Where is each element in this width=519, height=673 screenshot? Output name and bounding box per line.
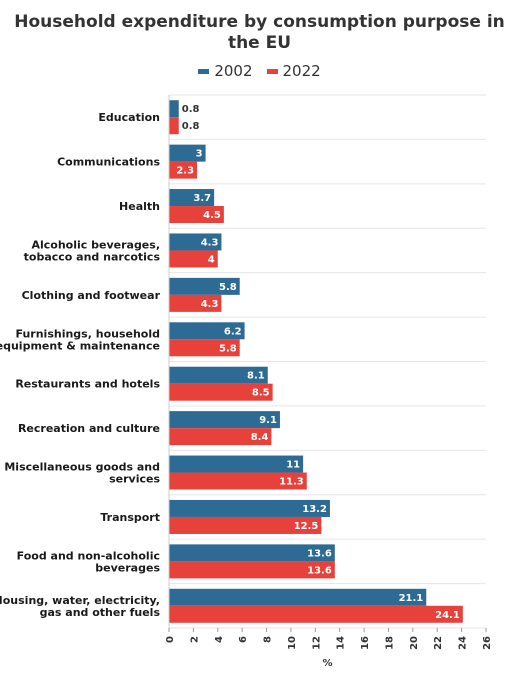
bar-2002 [169,189,215,207]
category-label: Health [119,200,160,213]
data-label-2022: 24.1 [435,610,460,621]
bar-2002 [169,144,206,162]
data-label-2002: 13.2 [302,504,327,515]
category-label: Education [98,111,160,124]
data-label-2022: 5.8 [219,343,237,354]
category-label: gas and other fuels [40,606,161,619]
data-label-2002: 3 [196,149,203,160]
bar-2022 [169,161,198,179]
data-label-2002: 13.6 [307,548,332,559]
category-label: tobacco and narcotics [24,250,161,263]
x-tick-label: 24 [458,636,469,650]
legend-swatch-2002 [198,68,210,74]
category-label: Recreation and culture [18,422,160,435]
bar-2022 [169,428,272,446]
category-label: Clothing and footwear [22,289,161,302]
data-label-2022: 13.6 [307,565,332,576]
data-label-2022: 4.5 [203,210,221,221]
category-label: Miscellaneous goods and [4,461,160,474]
x-tick-label: 2 [189,636,200,643]
x-tick-label: 12 [311,636,322,650]
data-label-2002: 11 [286,460,300,471]
data-label-2022: 8.5 [252,388,270,399]
x-tick-label: 6 [238,636,249,643]
data-label-2022: 12.5 [294,521,319,532]
bar-2022 [169,605,463,623]
x-tick-label: 0 [165,636,176,643]
bar-2002 [169,455,304,473]
bar-2002 [169,366,268,384]
data-label-2002: 6.2 [224,326,242,337]
legend-label-2022: 2022 [282,62,321,80]
data-label-2022: 4.3 [201,299,219,310]
x-axis-title: % [322,658,332,669]
bar-2022 [169,294,222,312]
data-label-2022: 2.3 [176,166,194,177]
category-label: Restaurants and hotels [15,378,160,391]
x-tick-label: 14 [336,636,347,650]
x-tick-label: 26 [482,636,493,650]
x-tick-label: 22 [433,636,444,650]
data-label-2002: 21.1 [399,593,424,604]
data-label-2022: 11.3 [279,477,304,488]
bar-2022 [169,516,322,534]
bar-2022 [169,472,307,490]
bar-2002 [169,277,240,295]
category-label: Furnishings, household [16,327,161,340]
bar-2002 [169,322,245,340]
data-label-2022: 4 [208,254,215,265]
bar-2002 [169,588,427,606]
category-label: beverages [95,561,160,574]
bar-2022 [169,561,335,579]
legend: 2002 2022 [0,62,519,80]
legend-item-2022[interactable]: 2022 [266,62,321,80]
legend-label-2002: 2002 [214,62,253,80]
bar-2022 [169,117,179,135]
x-tick-label: 18 [384,636,395,650]
data-label-2022: 8.4 [251,432,269,443]
data-label-2002: 9.1 [259,415,277,426]
bar-2022 [169,383,273,401]
data-label-2022: 0.8 [182,121,200,132]
legend-item-2002[interactable]: 2002 [198,62,253,80]
category-label: Food and non-alcoholic [17,549,160,562]
category-label: Transport [100,511,160,524]
category-label: Alcoholic beverages, [31,238,160,251]
x-tick-label: 16 [360,636,371,650]
bar-2002 [169,233,222,251]
data-label-2002: 0.8 [182,104,200,115]
x-tick-label: 4 [214,636,225,643]
data-label-2002: 8.1 [247,371,265,382]
category-label: Communications [57,156,160,169]
bar-2002 [169,499,330,517]
chart-title: Household expenditure by consumption pur… [14,12,505,53]
bar-2002 [169,544,335,562]
data-label-2002: 4.3 [201,237,219,248]
legend-swatch-2022 [266,68,278,74]
x-tick-label: 20 [409,636,420,650]
category-label: services [109,473,160,486]
x-tick-label: 10 [287,636,298,650]
data-label-2002: 5.8 [219,282,237,293]
category-label: equipment & maintenance [0,339,160,352]
bar-2002 [169,411,280,429]
bar-2022 [169,250,218,268]
x-tick-label: 8 [263,636,274,643]
category-label: Housing, water, electricity, [0,594,160,607]
bar-2002 [169,100,179,118]
data-label-2002: 3.7 [193,193,211,204]
bar-2022 [169,339,240,357]
bar-2022 [169,206,224,224]
